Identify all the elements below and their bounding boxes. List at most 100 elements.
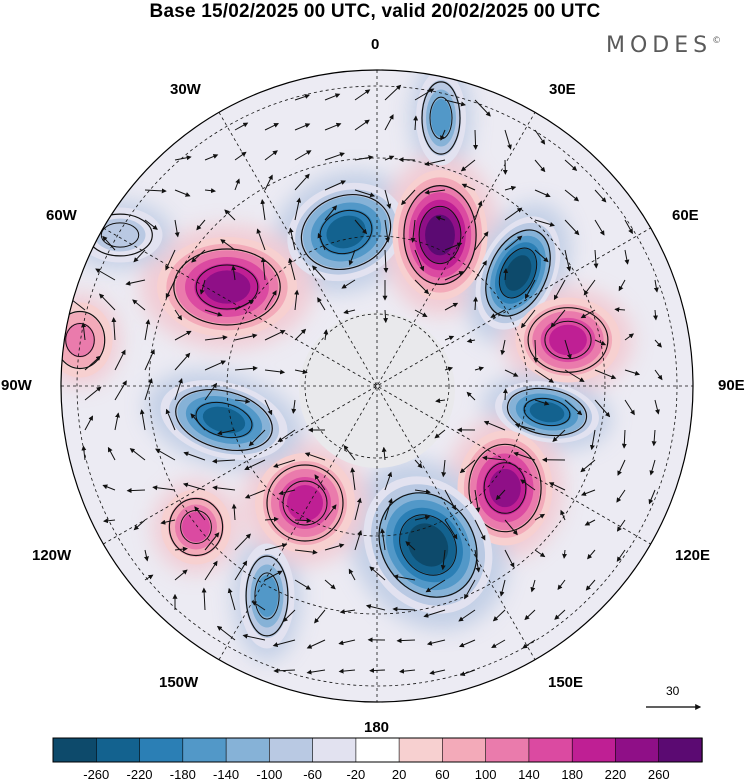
- wind-arrow: [277, 429, 296, 442]
- colorbar-cell: [268, 737, 314, 763]
- wind-arrow: [474, 519, 486, 541]
- colorbar-cell: [658, 737, 703, 763]
- wind-arrow: [435, 398, 446, 404]
- wind-arrow: [126, 488, 146, 494]
- wind-arrow: [584, 519, 596, 526]
- wind-arrow: [144, 349, 155, 371]
- latitude-circle: [226, 235, 528, 537]
- wind-arrow: [534, 219, 555, 227]
- wind-arrow: [564, 339, 572, 360]
- wind-arrow: [343, 309, 356, 315]
- wind-arrow: [354, 497, 362, 521]
- colorbar-tick-label: 180: [561, 767, 584, 782]
- wind-arrow: [384, 114, 394, 131]
- wind-arrow: [414, 279, 430, 295]
- wind-arrow: [204, 309, 223, 317]
- lon-label-60w: 60W: [46, 207, 77, 224]
- wind-arrow: [291, 399, 297, 414]
- wind-arrow: [324, 504, 337, 521]
- lon-label-90e: 90E: [718, 377, 745, 394]
- wind-arrow: [444, 271, 465, 281]
- wind-arrow: [204, 560, 218, 581]
- wind-arrow: [348, 249, 356, 266]
- copyright-mark: ©: [712, 36, 722, 46]
- wind-arrow: [174, 189, 191, 197]
- map-boundary: [60, 69, 694, 703]
- wind-arrow: [294, 197, 302, 221]
- wind-arrow: [256, 228, 266, 251]
- colorbar-cell: [615, 737, 660, 763]
- wind-arrow: [354, 219, 368, 235]
- wind-arrow: [564, 369, 585, 383]
- colorbar-tick-label: 260: [647, 767, 670, 782]
- wind-arrow: [278, 489, 296, 496]
- wind-arrow: [525, 279, 536, 300]
- wind-arrow: [201, 587, 207, 611]
- lon-label-30w: 30W: [170, 81, 201, 98]
- lon-label-150e: 150E: [548, 674, 584, 691]
- colorbar-tick-label: -180: [169, 767, 196, 782]
- wind-arrow: [227, 587, 236, 611]
- wind-arrow: [444, 302, 459, 311]
- wind-arrow: [264, 150, 278, 161]
- wind-arrow: [580, 459, 596, 473]
- wind-arrow: [174, 352, 191, 371]
- wind-arrow: [474, 489, 481, 513]
- wind-arrow: [183, 451, 206, 461]
- modes-logo: MODES©: [606, 33, 721, 58]
- wind-arrow: [384, 498, 393, 521]
- wind-arrow: [165, 249, 176, 271]
- wind-arrow: [174, 546, 188, 552]
- wind-arrow: [473, 296, 479, 311]
- wind-arrow: [522, 639, 536, 649]
- colorbar-cell: [139, 737, 184, 763]
- negative-anomaly-center: [239, 543, 295, 649]
- wind-arrow: [324, 152, 345, 161]
- wind-arrow: [553, 279, 566, 301]
- wind-arrow: [306, 669, 326, 675]
- wind-arrow: [365, 604, 386, 611]
- wind-arrow: [396, 638, 416, 644]
- wind-arrow: [534, 189, 551, 198]
- wind-arrow: [614, 307, 626, 313]
- wind-arrow: [369, 566, 386, 581]
- wind-arrow: [401, 189, 416, 206]
- wind-arrow: [264, 570, 283, 581]
- wind-arrow: [132, 299, 146, 311]
- wind-arrow: [444, 99, 466, 107]
- wind-arrow: [504, 369, 519, 377]
- wind-arrow: [589, 429, 596, 451]
- wind-arrow: [474, 549, 481, 573]
- wind-arrow: [282, 609, 296, 623]
- lat-lon-grid: [61, 70, 693, 702]
- wind-arrow: [234, 178, 240, 191]
- wind-arrow: [466, 391, 476, 401]
- wind-arrow: [348, 568, 356, 581]
- wind-arrow: [306, 639, 326, 649]
- wind-arrow: [264, 516, 279, 522]
- wind-arrow: [441, 459, 447, 478]
- wind-arrow: [580, 489, 596, 496]
- wind-arrow: [217, 429, 236, 436]
- wind-arrow: [260, 257, 266, 281]
- wind-arrow: [317, 232, 326, 251]
- wind-arrow: [482, 455, 506, 461]
- positive-anomaly-center: [255, 453, 355, 553]
- wind-arrow: [593, 249, 599, 269]
- wind-arrow: [624, 333, 635, 341]
- chart-title: Base 15/02/2025 00 UTC, valid 20/02/2025…: [149, 1, 601, 22]
- wind-vector-field: [66, 84, 663, 677]
- wind-arrow: [405, 541, 416, 551]
- lon-label-30e: 30E: [549, 81, 576, 98]
- wind-arrow: [354, 119, 370, 131]
- positive-anomaly-center: [61, 302, 113, 378]
- colorbar-tick-label: -220: [126, 767, 153, 782]
- wind-arrow: [414, 459, 423, 469]
- wind-arrow: [338, 668, 356, 674]
- wind-arrow: [564, 399, 583, 416]
- wind-arrow: [160, 519, 176, 525]
- wind-arrow: [152, 485, 176, 491]
- lon-label-0: 0: [371, 36, 380, 53]
- colorbar-tick-label: 20: [391, 767, 407, 782]
- wind-arrow: [459, 459, 476, 474]
